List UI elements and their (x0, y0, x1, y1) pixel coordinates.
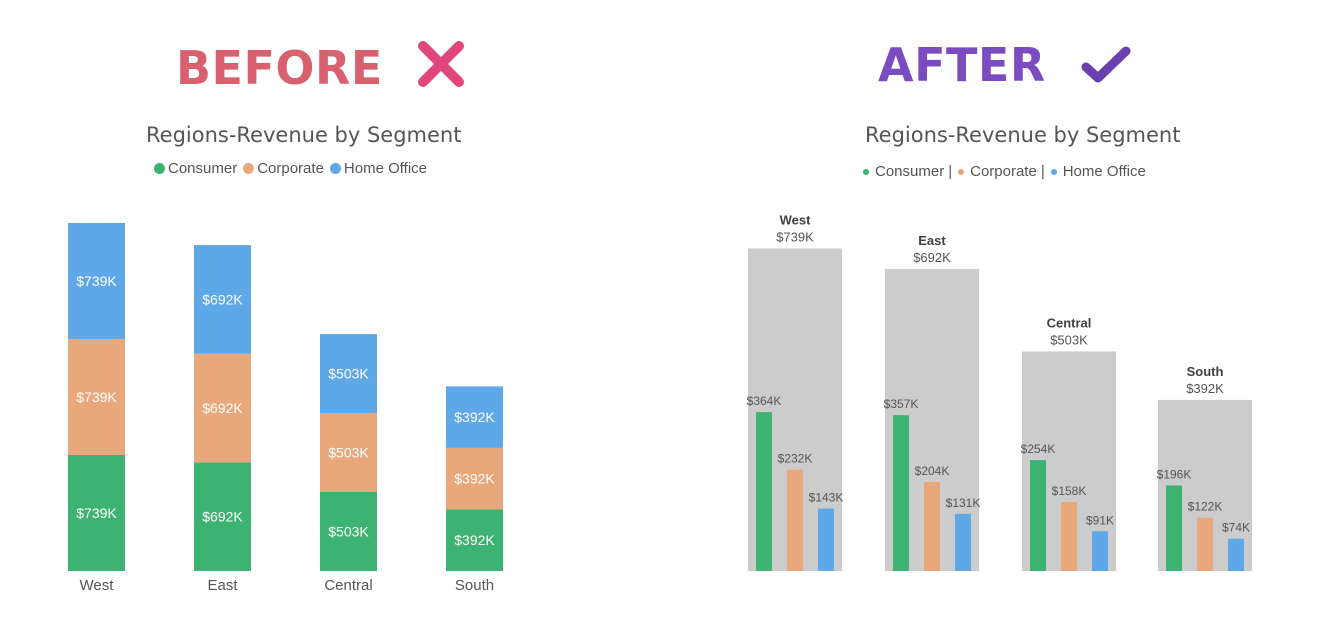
total-label-south: $392K (1186, 381, 1224, 396)
stacked-bar-central-consumer (320, 492, 377, 571)
segment-label-east-consumer: $692K (202, 509, 243, 525)
segment-label-west-corporate: $739K (76, 389, 117, 405)
total-label-east: $692K (913, 250, 951, 265)
segment-label-south-home-office: $392K (454, 409, 495, 425)
legend-dot-corporate (243, 163, 255, 174)
check-mark-icon (1081, 46, 1131, 83)
stacked-bar-west-home-office (68, 222, 125, 339)
segment-label-east-corporate: $692K (202, 400, 243, 416)
stacked-bar-south-home-office (446, 386, 503, 448)
legend-dot-corporate (958, 168, 965, 175)
total-label-west: $739K (776, 229, 814, 244)
segment-label-central-home-office: $503K (328, 366, 369, 382)
bar-east-corporate (924, 481, 940, 571)
category-label-east: East (918, 233, 946, 248)
legend-dot-home-office (1050, 168, 1057, 175)
x-tick-label-south: South (455, 577, 494, 594)
segment-label-east-home-office: $692K (202, 291, 243, 307)
before-label: BEFORE (176, 41, 383, 95)
after-heading: AFTER (878, 38, 1132, 92)
bar-west-corporate (787, 469, 803, 571)
legend-dot-consumer (154, 163, 165, 174)
value-label-east-home-office: $131K (946, 496, 981, 510)
total-label-central: $503K (1050, 332, 1088, 347)
bar-east-home-office (955, 513, 971, 571)
after-label: AFTER (878, 38, 1046, 92)
stacked-bar-east-corporate (194, 353, 251, 463)
stacked-bar-east-home-office (194, 245, 251, 354)
legend-label-consumer: Consumer (168, 160, 238, 177)
x-tick-label-central: Central (324, 577, 372, 594)
segment-label-west-home-office: $739K (76, 273, 117, 289)
before-chart-legend: Consumer Corporate Home Office (154, 160, 433, 177)
value-label-south-corporate: $122K (1188, 500, 1223, 514)
legend-item-corporate: Corporate (958, 163, 1037, 180)
value-label-west-corporate: $232K (778, 452, 813, 466)
value-label-central-corporate: $158K (1052, 484, 1087, 498)
cross-mark-icon (418, 41, 465, 87)
legend-label-consumer: Consumer (875, 163, 945, 180)
bar-central-consumer (1030, 460, 1046, 571)
x-tick-label-west: West (80, 577, 115, 594)
after-chart-legend: Consumer | Corporate | Home Office (863, 163, 1146, 180)
legend-label-home-office: Home Office (343, 160, 427, 177)
legend-label-corporate: Corporate (257, 160, 324, 177)
stacked-bar-central-home-office (320, 334, 377, 414)
value-label-east-corporate: $204K (915, 464, 950, 478)
before-chart-title: Regions-Revenue by Segment (146, 123, 462, 147)
bar-central-corporate (1061, 502, 1077, 571)
segment-label-south-corporate: $392K (454, 471, 495, 487)
value-label-south-home-office: $74K (1222, 521, 1250, 535)
bar-south-consumer (1166, 485, 1182, 571)
bar-central-home-office (1092, 531, 1108, 571)
stacked-bar-central-corporate (320, 413, 377, 493)
category-label-central: Central (1047, 315, 1092, 330)
bar-west-home-office (818, 508, 834, 571)
value-label-central-home-office: $91K (1086, 513, 1114, 527)
legend-item-home-office: Home Office (329, 160, 427, 177)
legend-label-home-office: Home Office (1062, 163, 1146, 180)
value-label-west-home-office: $143K (809, 491, 844, 505)
bar-south-home-office (1228, 538, 1244, 571)
legend-dot-home-office (329, 163, 341, 174)
bar-west-consumer (756, 412, 772, 571)
segment-label-south-consumer: $392K (454, 532, 495, 548)
segment-label-central-corporate: $503K (328, 445, 369, 461)
legend-dot-consumer (863, 168, 869, 175)
stacked-bar-east-consumer (194, 462, 251, 571)
stacked-bar-south-consumer (446, 509, 503, 571)
legend-label-corporate: Corporate (970, 163, 1037, 180)
value-label-central-consumer: $254K (1021, 442, 1056, 456)
stacked-bar-west-corporate (68, 338, 125, 455)
legend-separator: | (948, 163, 953, 180)
value-label-west-consumer: $364K (747, 394, 782, 408)
legend-item-consumer: Consumer (154, 160, 237, 177)
segment-label-central-consumer: $503K (328, 524, 369, 540)
legend-item-consumer: Consumer (863, 163, 944, 180)
bar-east-consumer (893, 415, 909, 571)
value-label-east-consumer: $357K (884, 397, 919, 411)
legend-separator: | (1040, 163, 1045, 180)
legend-item-corporate: Corporate (243, 160, 324, 177)
before-heading: BEFORE (176, 38, 467, 95)
stacked-bar-south-corporate (446, 447, 503, 510)
x-tick-label-east: East (207, 577, 238, 594)
stacked-bar-west-consumer (68, 454, 125, 571)
bar-south-corporate (1197, 517, 1213, 571)
category-label-west: West (780, 212, 811, 227)
legend-item-home-office: Home Office (1050, 163, 1146, 180)
segment-label-west-consumer: $739K (76, 505, 117, 521)
after-chart-title: Regions-Revenue by Segment (865, 123, 1181, 147)
value-label-south-consumer: $196K (1157, 467, 1192, 481)
category-label-south: South (1187, 364, 1224, 379)
